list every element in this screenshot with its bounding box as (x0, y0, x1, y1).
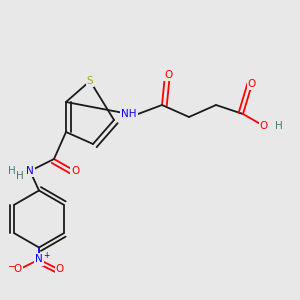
Text: O: O (56, 263, 64, 274)
Text: S: S (87, 76, 93, 86)
Text: H: H (16, 171, 23, 182)
Text: O: O (71, 166, 79, 176)
Text: N: N (35, 254, 43, 265)
Text: O: O (248, 79, 256, 89)
Text: H: H (275, 121, 283, 131)
Text: O: O (164, 70, 172, 80)
Text: O: O (14, 263, 22, 274)
Text: N: N (26, 166, 34, 176)
Text: −: − (8, 262, 16, 272)
Text: O: O (260, 121, 268, 131)
Text: +: + (43, 250, 50, 260)
Text: NH: NH (121, 109, 137, 119)
Text: H: H (8, 166, 16, 176)
